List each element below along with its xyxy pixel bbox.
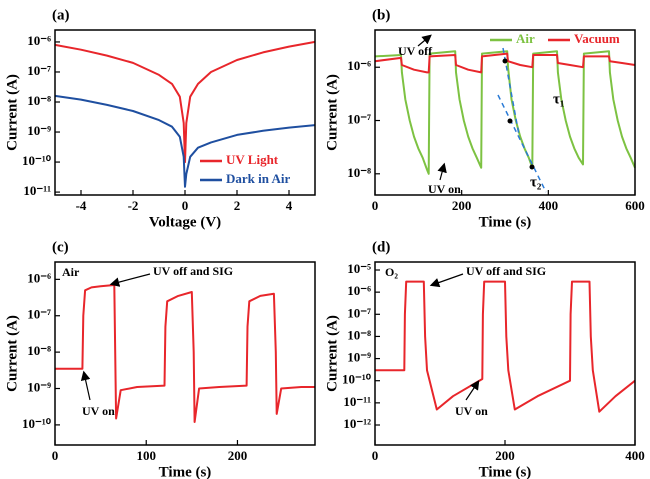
series-line <box>374 50 636 175</box>
annotation: UV on <box>82 404 115 418</box>
y-axis-label: Current (A) <box>324 315 340 392</box>
y-axis-label: Current (A) <box>4 315 20 392</box>
y-tick-label: 10⁻⁹ <box>347 350 371 365</box>
annotation: UV off and SIG <box>153 264 233 278</box>
panel-label: (c) <box>52 239 69 255</box>
x-tick-label: 400 <box>539 198 559 213</box>
y-axis-label: Current (A) <box>4 74 20 151</box>
fit-point <box>529 164 535 170</box>
y-tick-label: 10⁻⁶ <box>27 33 51 48</box>
x-tick-label: -2 <box>128 198 139 213</box>
panel-label: (a) <box>52 7 70 23</box>
annotation: UV on <box>455 404 488 418</box>
y-tick-label: 10⁻⁷ <box>347 112 371 127</box>
annotation-arrow <box>109 273 151 287</box>
y-tick-label: 10⁻¹⁰ <box>342 372 372 387</box>
x-tick-label: 100 <box>136 448 156 463</box>
x-tick-label: 2 <box>234 198 241 213</box>
annotation-arrow <box>429 273 464 288</box>
annotation-arrow <box>465 380 480 401</box>
legend-label: Dark in Air <box>226 171 291 186</box>
y-tick-label: 10⁻¹¹ <box>23 183 51 198</box>
x-tick-label: 600 <box>625 198 645 213</box>
fit-line <box>502 47 520 136</box>
x-tick-label: 400 <box>625 448 645 463</box>
y-tick-label: 10⁻⁵ <box>347 261 371 276</box>
y-tick-label: 10⁻⁹ <box>27 379 51 394</box>
x-tick-label: 4 <box>286 198 293 213</box>
y-tick-label: 10⁻⁶ <box>27 270 51 285</box>
y-tick-label: 10⁻⁸ <box>347 327 371 342</box>
annotation: UV off <box>398 44 433 58</box>
annotation-arrow <box>80 370 91 401</box>
annotation: τ₁ <box>553 91 564 107</box>
y-tick-label: 10⁻⁶ <box>347 58 371 73</box>
annotation: UV on <box>428 182 461 196</box>
y-tick-label: 10⁻¹⁰ <box>22 153 52 168</box>
x-tick-label: 0 <box>182 198 189 213</box>
legend-label: UV Light <box>226 152 279 167</box>
series-line <box>54 94 316 188</box>
x-tick-label: 200 <box>495 448 515 463</box>
series-line <box>374 52 636 74</box>
annotation-arrow <box>417 34 432 47</box>
annotation: UV off and SIG <box>466 264 546 278</box>
x-axis-label: Voltage (V) <box>149 214 221 230</box>
x-axis-label: Time (s) <box>479 464 532 479</box>
x-tick-label: 0 <box>372 198 379 213</box>
y-tick-label: 10⁻¹² <box>343 416 371 431</box>
legend-label: Vacuum <box>574 31 620 46</box>
y-tick-label: 10⁻⁸ <box>27 93 51 108</box>
y-tick-label: 10⁻⁹ <box>27 123 51 138</box>
y-tick-label: 10⁻⁷ <box>347 305 371 320</box>
panel-label: (d) <box>372 239 390 255</box>
fit-line <box>497 94 547 193</box>
fit-point <box>507 118 513 124</box>
y-axis-label: Current (A) <box>324 74 340 151</box>
x-tick-label: 200 <box>228 448 248 463</box>
y-tick-label: 10⁻⁸ <box>347 165 371 180</box>
x-tick-label: 200 <box>452 198 472 213</box>
y-tick-label: 10⁻⁷ <box>27 307 51 322</box>
x-axis-label: Time (s) <box>159 464 212 479</box>
x-tick-label: 0 <box>52 448 59 463</box>
legend-label: Air <box>516 31 535 46</box>
plot-frame <box>54 261 316 446</box>
annotation: Air <box>62 265 80 279</box>
y-tick-label: 10⁻⁸ <box>27 343 51 358</box>
annotation: τ₂ <box>530 174 542 190</box>
x-tick-label: -4 <box>76 198 87 213</box>
y-tick-label: 10⁻⁷ <box>27 63 51 78</box>
annotation-arrow <box>437 162 447 181</box>
series-line <box>375 280 636 413</box>
x-tick-label: 0 <box>372 448 379 463</box>
annotation: O₂ <box>385 265 398 279</box>
x-axis-label: Time (s) <box>479 214 532 230</box>
series-line <box>54 40 316 164</box>
fit-point <box>502 58 508 64</box>
y-tick-label: 10⁻¹⁰ <box>22 416 52 431</box>
series-line <box>55 284 315 423</box>
y-tick-label: 10⁻¹¹ <box>343 394 371 409</box>
panel-label: (b) <box>372 7 390 23</box>
plot-frame <box>374 29 636 196</box>
y-tick-label: 10⁻⁶ <box>347 283 371 298</box>
